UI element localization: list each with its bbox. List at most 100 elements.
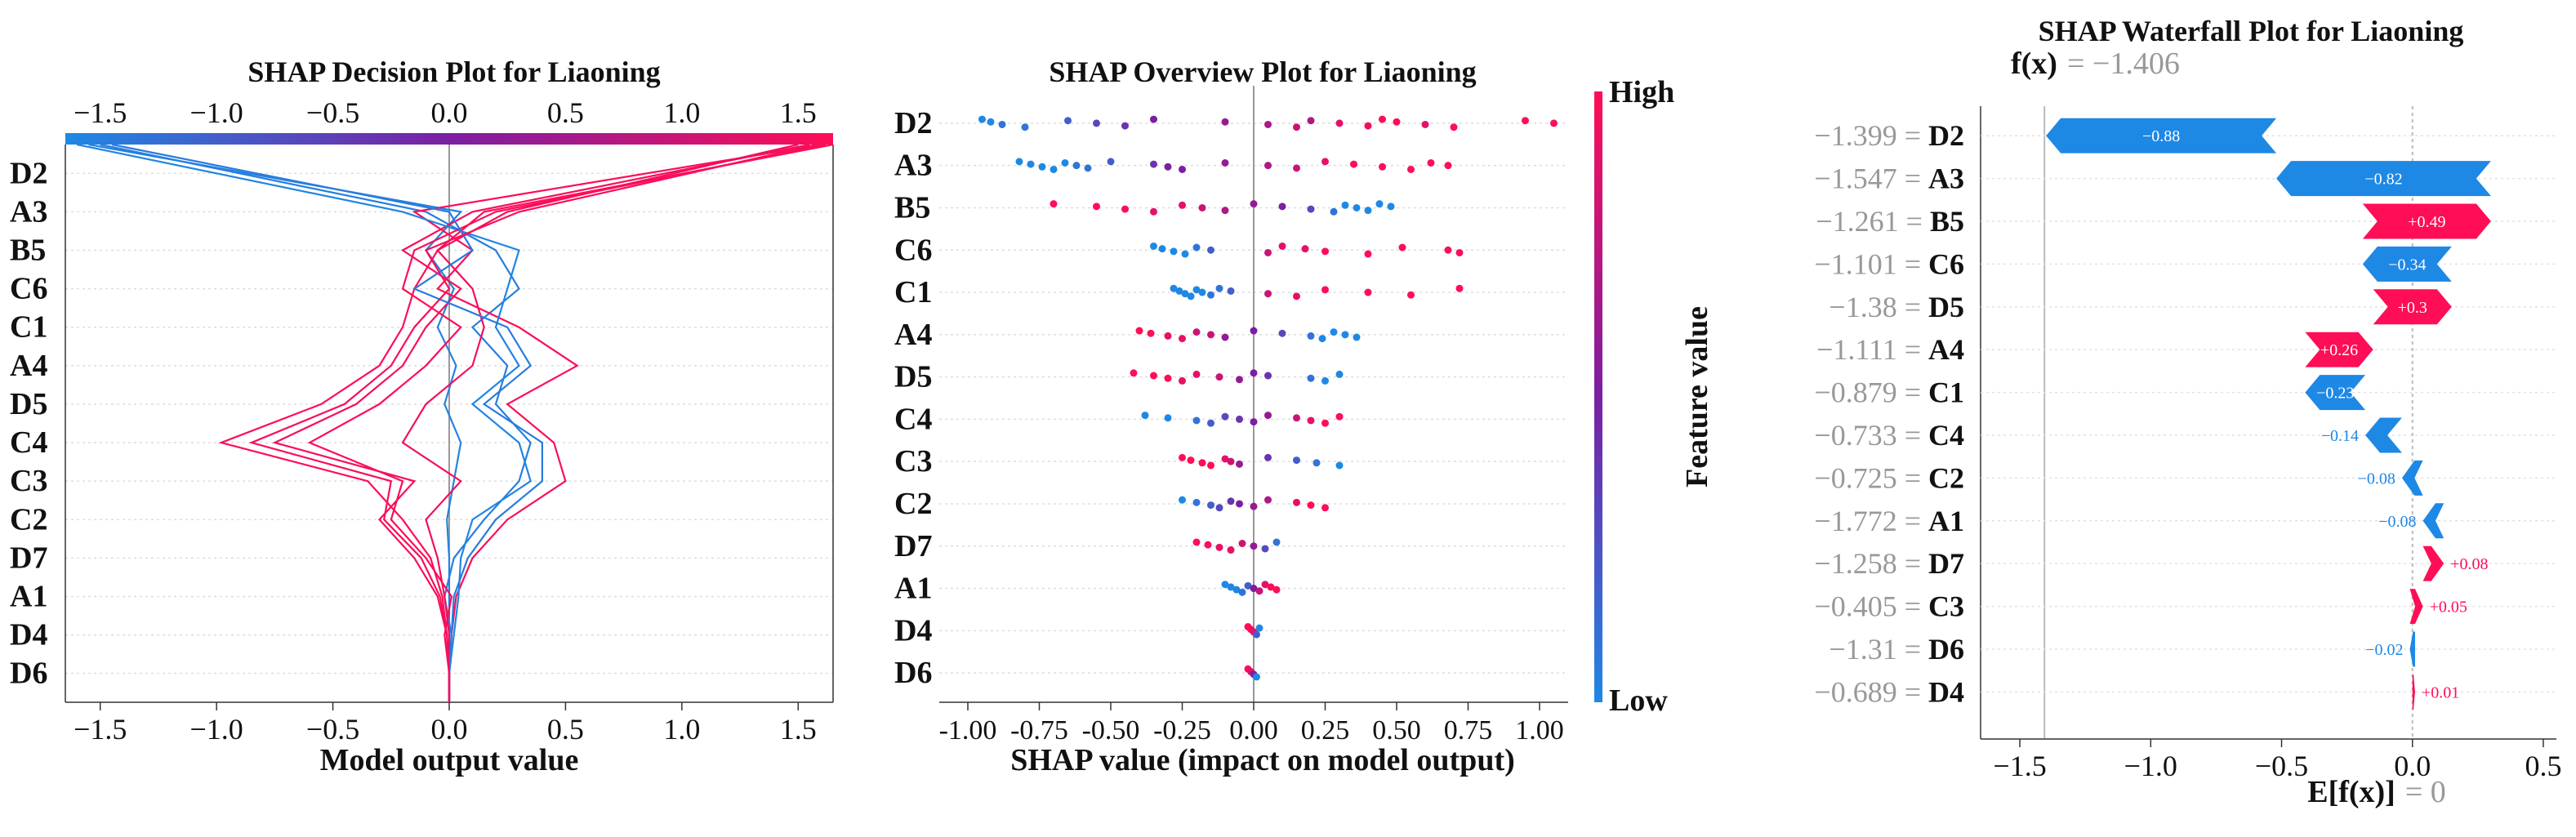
overview-point <box>1427 158 1435 167</box>
overview-point <box>1192 498 1201 506</box>
waterfall-row-label: −0.733 = C4 <box>1814 419 1964 452</box>
overview-point <box>1335 370 1344 378</box>
overview-point <box>1187 292 1195 301</box>
overview-point <box>1278 329 1286 337</box>
waterfall-bar-label: +0.01 <box>2422 683 2459 701</box>
overview-point <box>1207 419 1214 427</box>
waterfall-feature-name: B5 <box>1930 205 1964 238</box>
waterfall-feature-name: D7 <box>1928 547 1964 580</box>
fx-label: f(x) = −1.406 <box>2011 47 2180 81</box>
decision-path <box>248 143 818 702</box>
waterfall-bar-label: +0.26 <box>2320 341 2358 359</box>
overview-point <box>1158 245 1166 253</box>
waterfall-bar-label: +0.08 <box>2450 555 2488 573</box>
overview-feature-label: C1 <box>894 275 932 309</box>
waterfall-bar <box>2305 332 2373 367</box>
overview-point <box>1264 248 1272 256</box>
overview-point <box>1170 284 1178 292</box>
overview-point <box>1232 585 1241 594</box>
overview-point <box>1150 115 1157 123</box>
overview-tick-label: -0.50 <box>1082 715 1140 746</box>
decision-path <box>111 143 544 702</box>
overview-tick-label: 0.00 <box>1229 715 1278 746</box>
waterfall-row-label: −1.261 = B5 <box>1816 205 1964 238</box>
efx-name: E[f(x)] <box>2307 775 2396 809</box>
overview-point <box>1353 203 1361 211</box>
overview-point <box>1321 158 1329 166</box>
decision-feature-label: B5 <box>10 234 46 268</box>
overview-point <box>1335 461 1344 470</box>
decision-feature-label: A4 <box>10 349 47 383</box>
waterfall-feature-value: −1.399 = <box>1814 119 1928 152</box>
waterfall-bar-label: −0.34 <box>2388 256 2426 274</box>
overview-point <box>1238 588 1246 596</box>
overview-point <box>1375 200 1384 208</box>
overview-point <box>1192 286 1201 294</box>
waterfall-tick-label: −0.5 <box>2255 750 2308 782</box>
waterfall-row-label: −1.111 = A4 <box>1816 333 1964 366</box>
overview-point <box>1207 246 1214 254</box>
overview-point <box>1150 242 1157 250</box>
waterfall-bar-label: +0.49 <box>2408 213 2445 231</box>
decision-top-tick-label: 1.5 <box>780 96 817 129</box>
overview-point <box>1221 412 1229 421</box>
overview-point <box>1407 291 1415 299</box>
waterfall-bar <box>2409 589 2423 625</box>
overview-point <box>1192 370 1201 378</box>
overview-point <box>1064 117 1072 125</box>
waterfall-row-label: −1.38 = D5 <box>1829 291 1964 323</box>
overview-point <box>1307 501 1315 510</box>
waterfall-feature-name: D4 <box>1928 675 1964 708</box>
waterfall-bar-label: −0.02 <box>2365 641 2403 659</box>
overview-point <box>1321 504 1329 512</box>
overview-point <box>1522 117 1529 125</box>
efx-label: E[f(x)] = 0 <box>2307 775 2446 809</box>
overview-point <box>1307 332 1315 340</box>
overview-point <box>1293 498 1300 506</box>
overview-tick-label: -0.25 <box>1153 715 1211 746</box>
overview-point <box>1379 163 1386 171</box>
overview-point <box>1192 416 1201 425</box>
waterfall-row-label: −0.725 = C2 <box>1814 461 1964 494</box>
fx-name: f(x) <box>2011 47 2057 81</box>
waterfall-feature-value: −0.689 = <box>1814 675 1928 708</box>
decision-path <box>218 143 834 702</box>
overview-point <box>1255 587 1263 595</box>
waterfall-feature-value: −1.772 = <box>1814 505 1928 537</box>
waterfall-bar <box>2362 246 2452 282</box>
overview-point <box>1261 545 1269 553</box>
overview-point <box>1207 461 1214 470</box>
overview-tick-label: 0.25 <box>1301 715 1350 746</box>
overview-feature-label: A3 <box>894 149 932 183</box>
waterfall-bar <box>2046 118 2277 154</box>
overview-point <box>1272 538 1281 546</box>
overview-point <box>1250 542 1258 550</box>
waterfall-title: SHAP Waterfall Plot for Liaoning <box>2039 15 2464 47</box>
overview-point <box>1215 543 1223 551</box>
overview-point <box>1293 164 1300 172</box>
overview-point <box>1179 496 1186 504</box>
overview-point <box>1207 501 1214 510</box>
overview-point <box>1264 120 1272 128</box>
overview-point <box>1215 373 1223 381</box>
overview-point <box>1353 333 1361 341</box>
waterfall-feature-value: −1.101 = <box>1814 247 1928 280</box>
waterfall-feature-value: −1.38 = <box>1829 291 1928 323</box>
overview-point <box>1170 247 1178 256</box>
waterfall-feature-value: −1.111 = <box>1816 333 1928 366</box>
decision-plot: SHAP Decision Plot for Liaoning −1.5 −1.0… <box>10 56 834 777</box>
overview-point <box>1221 455 1229 463</box>
overview-point <box>1221 581 1229 589</box>
waterfall-feature-name: D2 <box>1928 119 1964 152</box>
waterfall-bar <box>2401 460 2423 496</box>
overview-point <box>1179 453 1186 461</box>
overview-point <box>1227 497 1235 505</box>
overview-point <box>1261 581 1269 589</box>
overview-point <box>1321 376 1329 385</box>
waterfall-row-label: −0.879 = C1 <box>1814 376 1964 409</box>
overview-point <box>1050 200 1058 208</box>
overview-point <box>1398 243 1406 252</box>
waterfall-bar-label: −0.23 <box>2316 385 2354 403</box>
overview-point <box>1130 369 1138 377</box>
